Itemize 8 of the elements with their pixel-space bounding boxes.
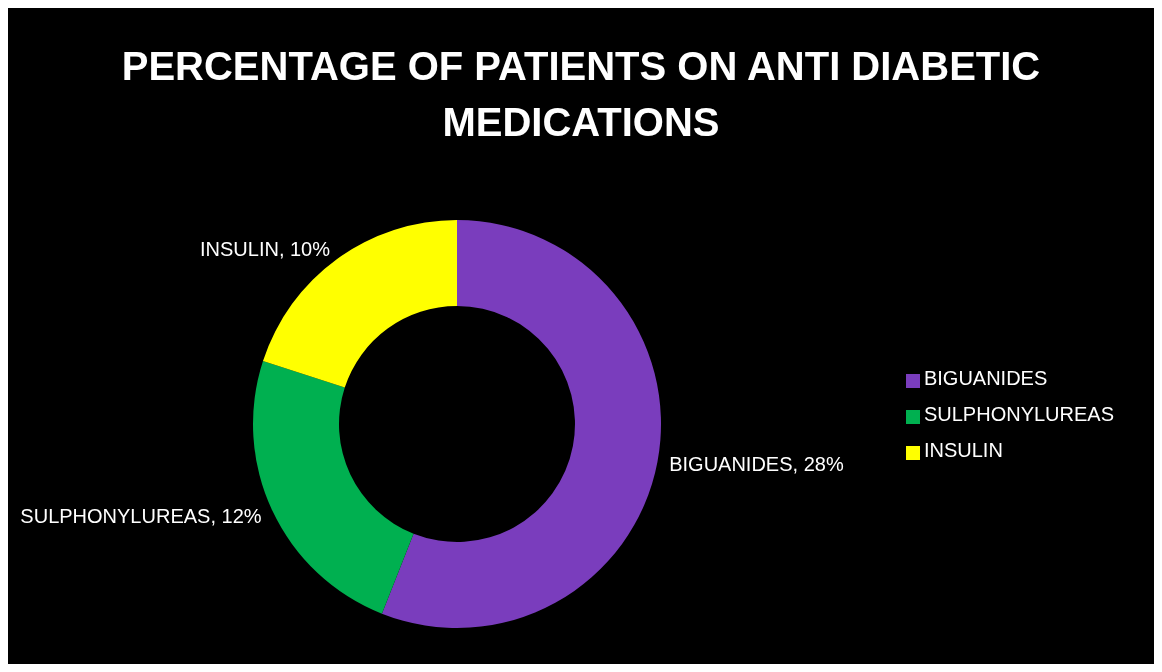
legend-label: BIGUANIDES [923, 367, 1048, 389]
data-label: SULPHONYLUREAS, 12% [20, 504, 262, 527]
data-label: BIGUANIDES, 28% [669, 453, 844, 476]
chart-title: PERCENTAGE OF PATIENTS ON ANTI DIABETIC MEDICATIONS [120, 43, 1042, 146]
donut-slice [381, 220, 661, 628]
legend-label: SULPHONYLUREAS [923, 403, 1114, 425]
legend-label: INSULIN [923, 439, 1003, 461]
data-label: INSULIN, 10% [199, 238, 331, 261]
